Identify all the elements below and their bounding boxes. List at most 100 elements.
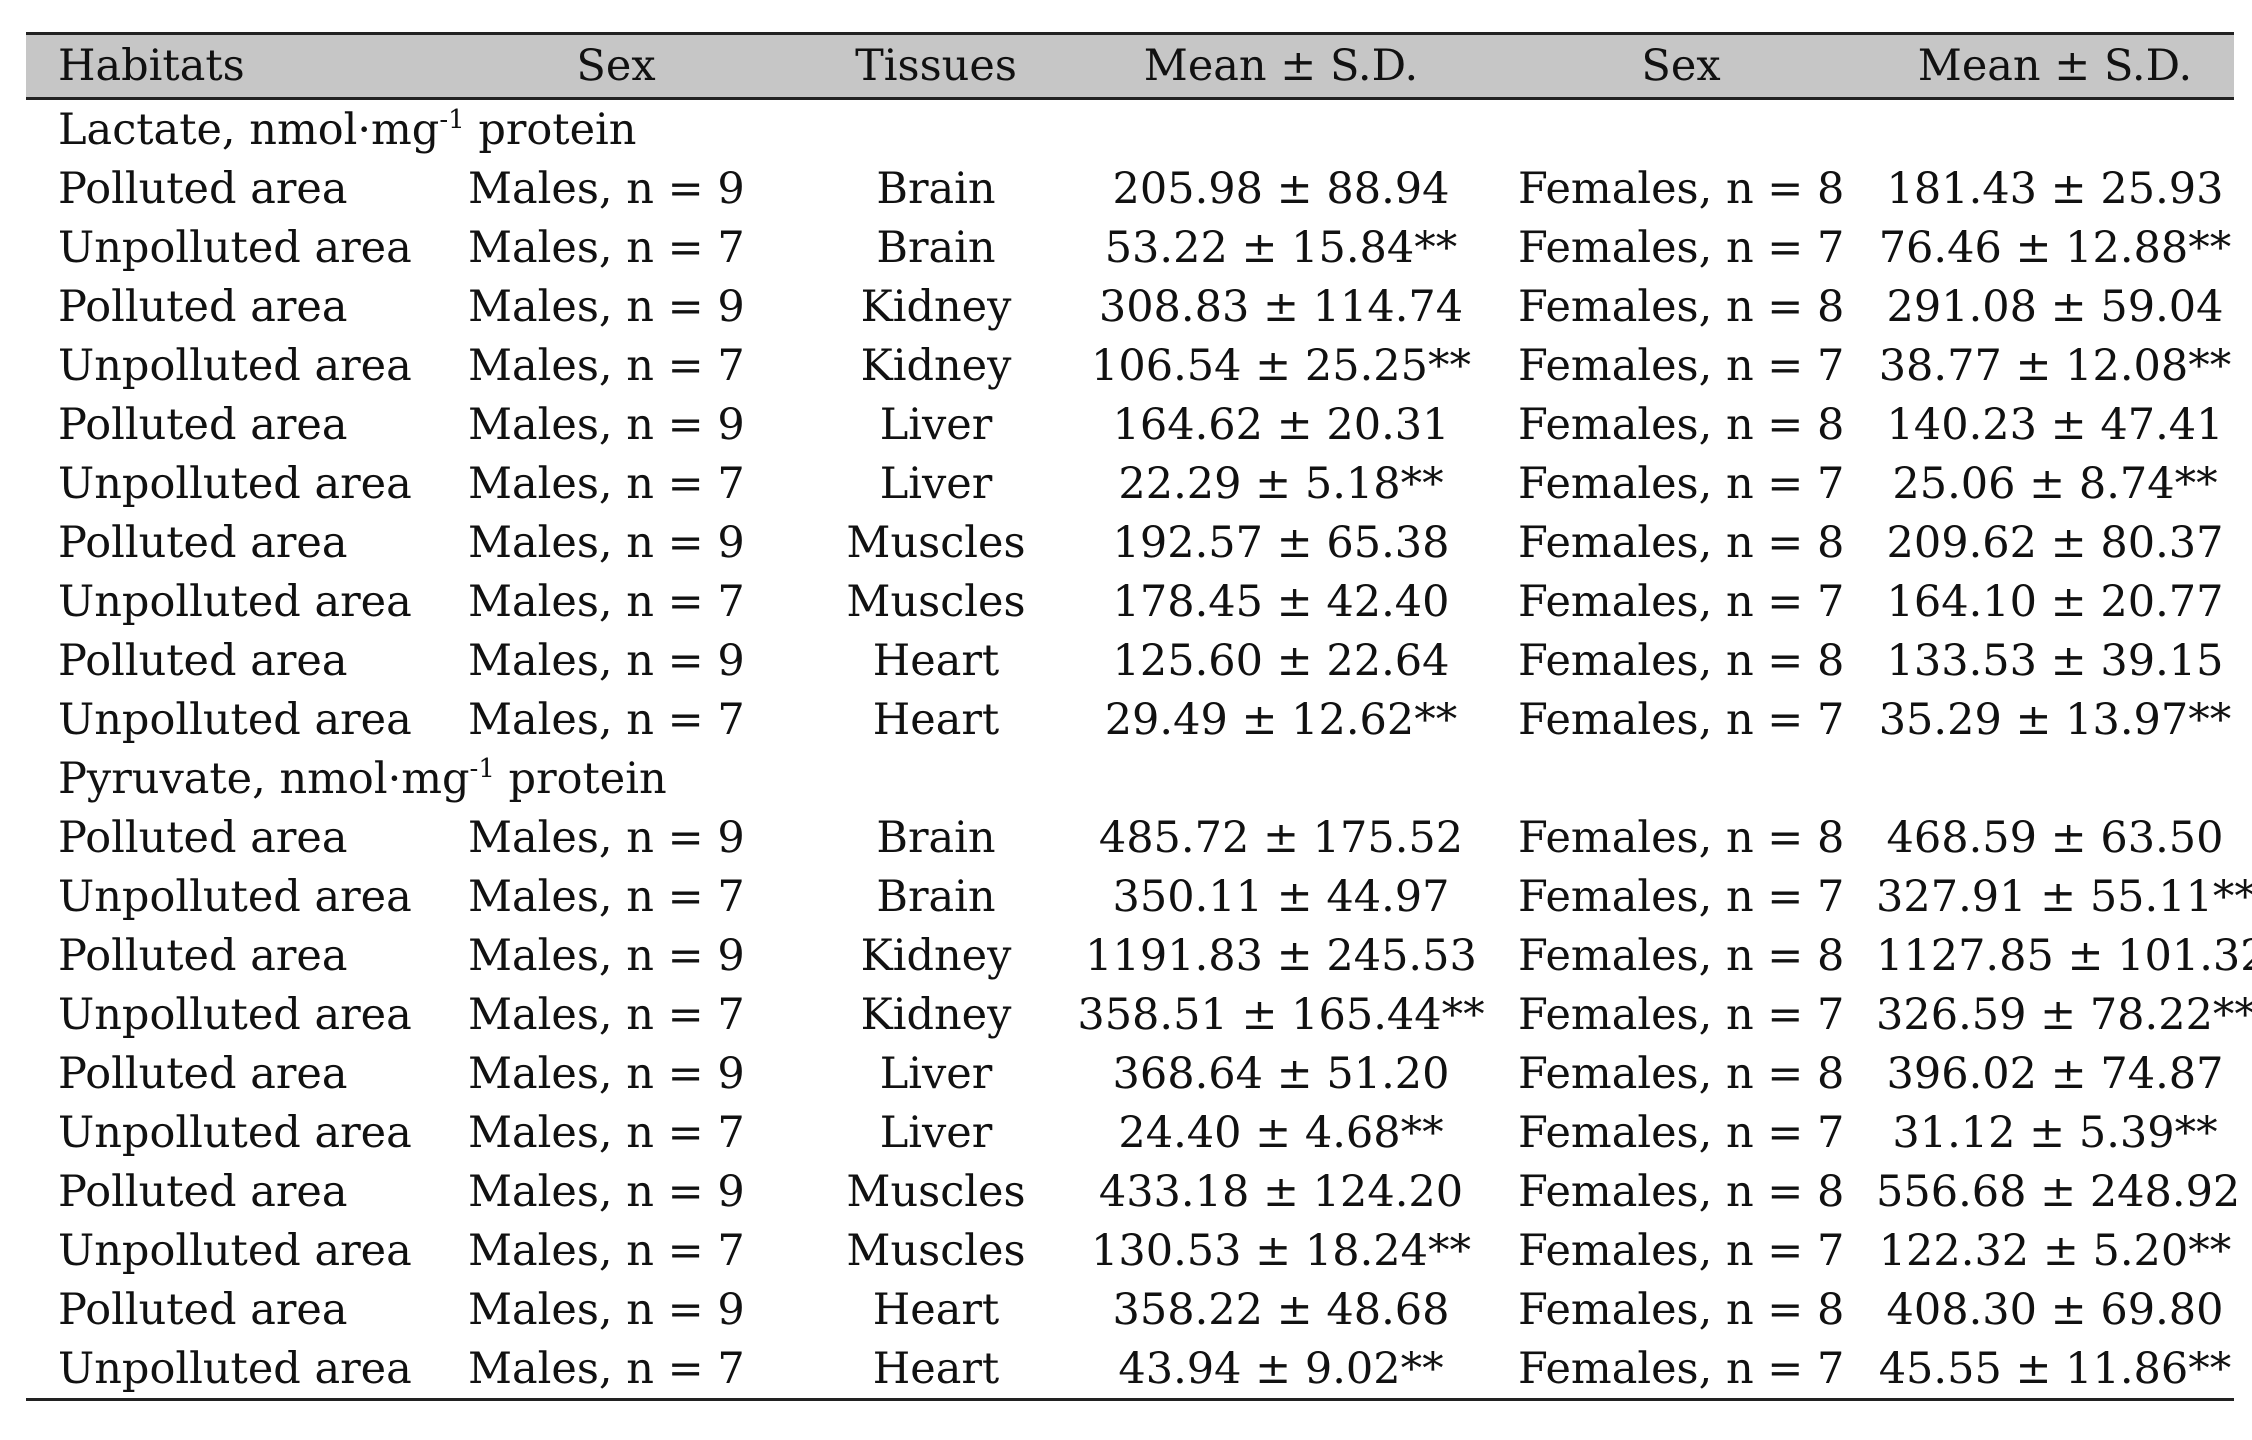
cell-female-mean: 31.12 ± 5.39** (1892, 1107, 2218, 1158)
section-title-tail: protein (494, 753, 667, 804)
header-habitats: Habitats (26, 32, 436, 100)
table-row: Unpolluted area Males, n = 7 Kidney 106.54 … (26, 336, 2234, 395)
table-row: Unpolluted area Males, n = 7 Heart 43.94 ± … (26, 1339, 2234, 1401)
table-body: Lactate, nmol·mg-1 protein Polluted area M… (26, 99, 2252, 1401)
cell-female-mean: 209.62 ± 80.37 (1886, 517, 2224, 568)
cell-male-sex: Males, n = 7 (468, 694, 745, 745)
cell-male-sex: Males, n = 7 (436, 1339, 796, 1401)
section-title: Lactate, nmol·mg-1 protein (26, 99, 2234, 160)
cell-male-sex: Males, n = 9 (468, 930, 745, 981)
cell-tissue: Liver (879, 1048, 993, 1099)
cell-male-mean: 350.11 ± 44.97 (1112, 871, 1450, 922)
cell-female-mean: 164.10 ± 20.77 (1886, 576, 2224, 627)
cell-male-mean: 164.62 ± 20.31 (1112, 399, 1450, 450)
cell-habitat: Polluted area (58, 281, 348, 332)
cell-male-mean: 178.45 ± 42.40 (1112, 576, 1450, 627)
table-row: Unpolluted area Males, n = 7 Brain 53.22 ± … (26, 218, 2234, 277)
data-table-container: Habitats Sex Tissues Mean ± S.D. Sex Mea… (26, 32, 2252, 1401)
cell-male-mean: 106.54 ± 25.25** (1091, 340, 1471, 391)
cell-tissue: Muscles (846, 576, 1026, 627)
cell-male-sex: Males, n = 9 (468, 1166, 745, 1217)
cell-habitat: Polluted area (58, 517, 348, 568)
cell-female-mean: 25.06 ± 8.74** (1892, 458, 2218, 509)
cell-male-sex: Males, n = 9 (468, 635, 745, 686)
section-header-row: Lactate, nmol·mg-1 protein (26, 99, 2234, 160)
table-row: Polluted area Males, n = 9 Heart 358.22 ± 4… (26, 1280, 2234, 1339)
cell-habitat: Unpolluted area (26, 1339, 436, 1401)
cell-female-sex: Females, n = 8 (1518, 1166, 1845, 1217)
cell-male-sex: Males, n = 9 (468, 1284, 745, 1335)
cell-male-mean: 368.64 ± 51.20 (1112, 1048, 1450, 1099)
table-row: Polluted area Males, n = 9 Kidney 1191.83 ±… (26, 926, 2252, 985)
cell-male-mean: 29.49 ± 12.62** (1104, 694, 1458, 745)
cell-female-sex: Females, n = 7 (1518, 1107, 1845, 1158)
cell-female-sex: Females, n = 8 (1518, 517, 1845, 568)
cell-female-mean: 408.30 ± 69.80 (1886, 1284, 2224, 1335)
cell-female-mean: 327.91 ± 55.11** (1876, 871, 2252, 922)
cell-habitat: Polluted area (58, 163, 348, 214)
cell-female-sex: Females, n = 8 (1518, 399, 1845, 450)
cell-habitat: Unpolluted area (58, 871, 412, 922)
cell-habitat: Polluted area (58, 1048, 348, 1099)
cell-female-sex: Females, n = 8 (1518, 930, 1845, 981)
cell-male-mean: 53.22 ± 15.84** (1104, 222, 1458, 273)
cell-tissue: Muscles (846, 1225, 1026, 1276)
table-row: Unpolluted area Males, n = 7 Kidney 358.51 … (26, 985, 2252, 1044)
cell-male-sex: Males, n = 9 (468, 163, 745, 214)
section-title-superscript: -1 (469, 753, 495, 784)
cell-male-mean: 24.40 ± 4.68** (1118, 1107, 1444, 1158)
table-row: Polluted area Males, n = 9 Brain 205.98 ± 8… (26, 159, 2234, 218)
cell-female-sex: Females, n = 7 (1518, 340, 1845, 391)
cell-male-sex: Males, n = 9 (468, 812, 745, 863)
cell-female-mean: 291.08 ± 59.04 (1886, 281, 2224, 332)
cell-male-sex: Males, n = 7 (468, 1225, 745, 1276)
cell-female-sex: Females, n = 8 (1518, 812, 1845, 863)
cell-female-sex: Females, n = 7 (1518, 576, 1845, 627)
section-title: Pyruvate, nmol·mg-1 protein (26, 749, 2234, 808)
cell-female-mean: 556.68 ± 248.92 (1876, 1166, 2241, 1217)
table-row: Unpolluted area Males, n = 7 Muscles 130.53… (26, 1221, 2234, 1280)
cell-male-mean: 433.18 ± 124.20 (1098, 1166, 1464, 1217)
cell-tissue: Brain (876, 812, 996, 863)
table-row: Polluted area Males, n = 9 Liver 368.64 ± 5… (26, 1044, 2234, 1103)
cell-habitat: Unpolluted area (58, 340, 412, 391)
cell-male-sex: Males, n = 9 (468, 1048, 745, 1099)
cell-female-sex: Females, n = 8 (1518, 1284, 1845, 1335)
cell-female-sex: Females, n = 7 (1518, 222, 1845, 273)
cell-female-sex: Females, n = 7 (1518, 458, 1845, 509)
cell-tissue: Brain (876, 871, 996, 922)
cell-female-sex: Females, n = 7 (1518, 694, 1845, 745)
cell-female-mean: 35.29 ± 13.97** (1878, 694, 2232, 745)
cell-male-sex: Males, n = 7 (468, 1107, 745, 1158)
cell-male-mean: 205.98 ± 88.94 (1112, 163, 1450, 214)
cell-female-mean: 38.77 ± 12.08** (1878, 340, 2232, 391)
cell-male-sex: Males, n = 7 (468, 871, 745, 922)
cell-habitat: Unpolluted area (58, 694, 412, 745)
cell-habitat: Unpolluted area (58, 1107, 412, 1158)
cell-female-sex: Females, n = 8 (1518, 1048, 1845, 1099)
table-row: Unpolluted area Males, n = 7 Muscles 178.45… (26, 572, 2234, 631)
cell-female-sex: Females, n = 8 (1518, 635, 1845, 686)
cell-female-mean: 122.32 ± 5.20** (1878, 1225, 2232, 1276)
cell-habitat: Unpolluted area (58, 989, 412, 1040)
cell-female-sex: Females, n = 7 (1518, 871, 1845, 922)
cell-male-sex: Males, n = 7 (468, 340, 745, 391)
cell-tissue: Brain (876, 222, 996, 273)
cell-male-mean: 192.57 ± 65.38 (1112, 517, 1450, 568)
cell-tissue: Kidney (860, 281, 1012, 332)
header-tissues: Tissues (796, 32, 1076, 100)
header-mean-male: Mean ± S.D. (1076, 32, 1486, 100)
cell-male-mean: 43.94 ± 9.02** (1076, 1339, 1486, 1401)
cell-male-sex: Males, n = 9 (468, 399, 745, 450)
table-row: Polluted area Males, n = 9 Brain 485.72 ± 1… (26, 808, 2234, 867)
cell-tissue: Liver (879, 1107, 993, 1158)
cell-female-mean: 76.46 ± 12.88** (1878, 222, 2232, 273)
table-row: Unpolluted area Males, n = 7 Liver 22.29 ± … (26, 454, 2234, 513)
header-row: Habitats Sex Tissues Mean ± S.D. Sex Mea… (26, 32, 2234, 100)
cell-tissue: Muscles (846, 1166, 1026, 1217)
table-row: Unpolluted area Males, n = 7 Liver 24.40 ± … (26, 1103, 2234, 1162)
cell-tissue: Brain (876, 163, 996, 214)
cell-male-sex: Males, n = 7 (468, 458, 745, 509)
cell-habitat: Polluted area (58, 930, 348, 981)
cell-female-sex: Females, n = 7 (1486, 1339, 1876, 1401)
